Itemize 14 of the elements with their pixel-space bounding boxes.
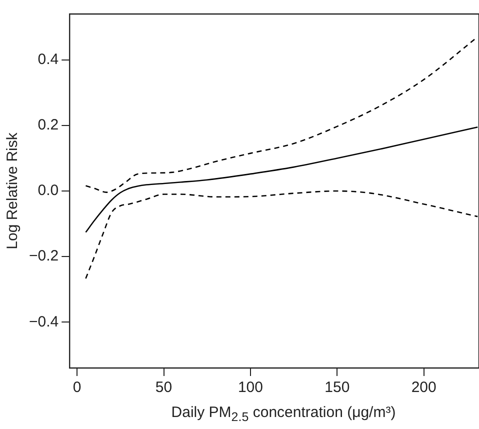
x-axis-title: Daily PM$_{2.5}$ concentration (μg/m³) [170, 404, 397, 424]
y-tick-label: −0.4 [28, 313, 59, 330]
x-tick-label: 0 [72, 379, 82, 396]
x-tick-label: 200 [411, 379, 436, 396]
x-tick-label: 100 [238, 379, 263, 396]
y-tick-label: 0.2 [38, 116, 59, 134]
x-tick-label: 50 [155, 379, 172, 396]
x-tick-label: 150 [324, 379, 350, 396]
line-series [85, 190, 478, 280]
y-tick-label: −0.2 [28, 248, 59, 265]
y-axis-title: Log Relative Risk [4, 132, 22, 250]
y-tick-label: 0.0 [38, 182, 59, 200]
y-tick-label: 0.4 [38, 51, 59, 68]
line-series [85, 126, 478, 233]
